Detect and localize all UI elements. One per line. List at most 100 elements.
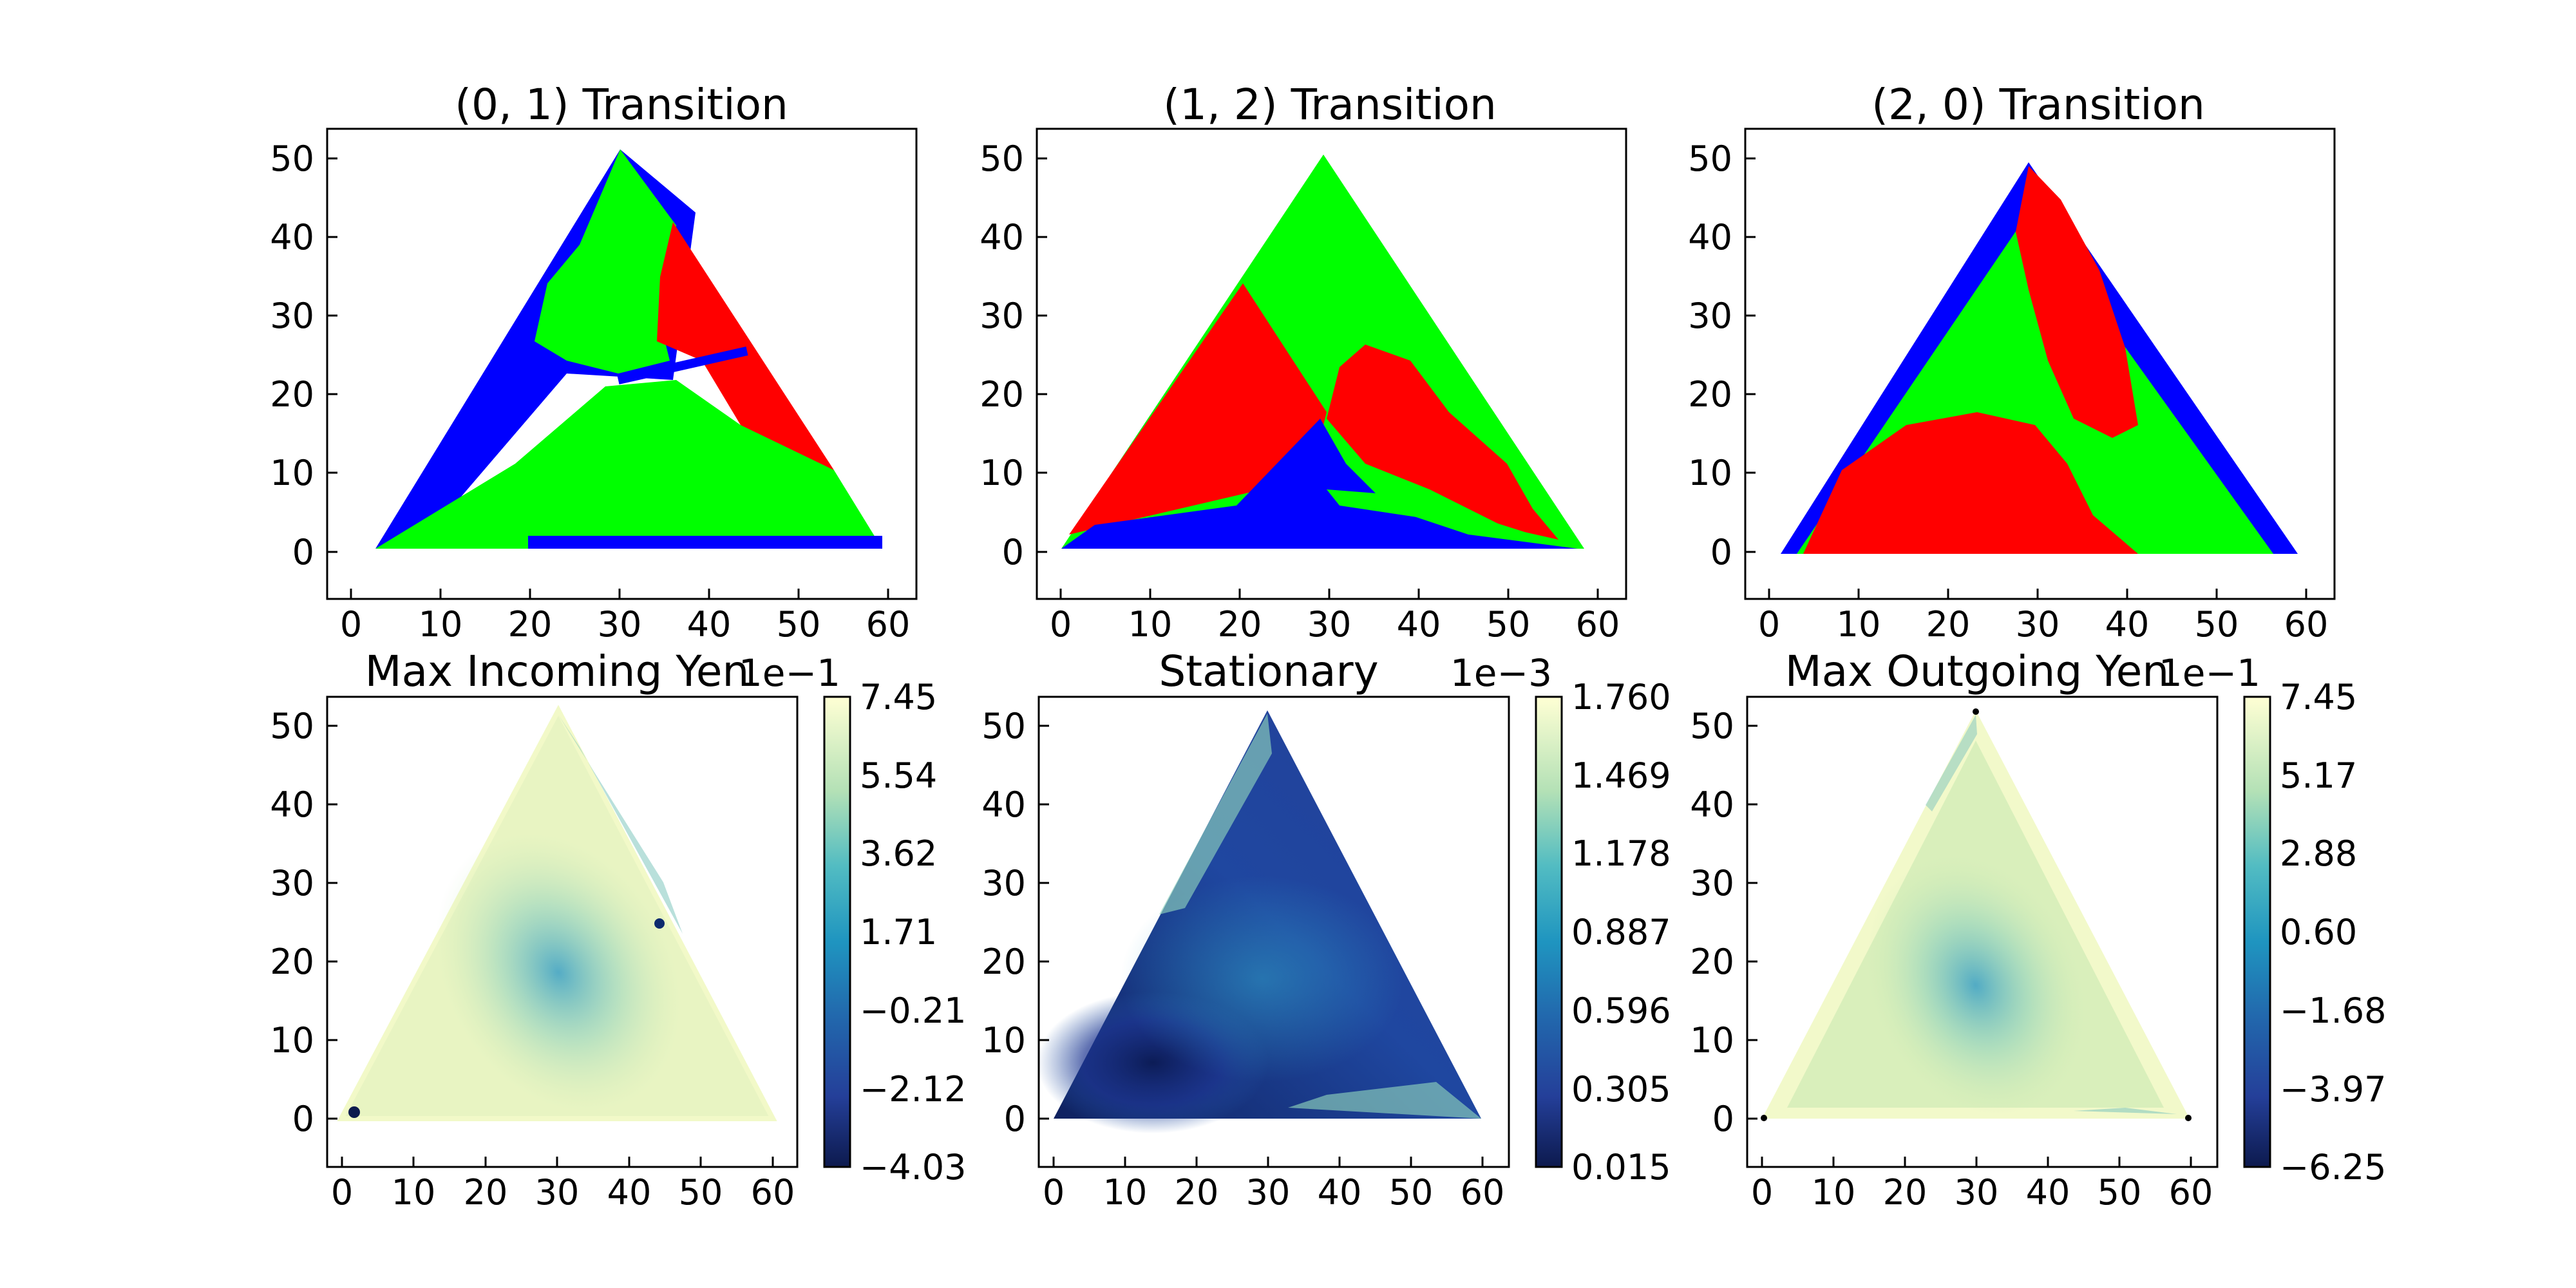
plot-frame <box>1036 128 1627 600</box>
y-tick-label: 10 <box>270 1020 314 1061</box>
scatter-regions <box>1061 155 1584 549</box>
y-tick-label: 50 <box>270 706 314 746</box>
y-tick-label: 40 <box>270 217 314 258</box>
y-ticks: 0 10 20 30 40 50 <box>980 138 1047 573</box>
region-red-left <box>1069 283 1327 535</box>
y-tick-label: 30 <box>1690 863 1734 904</box>
x-tick-label: 50 <box>679 1172 723 1213</box>
x-tick-label: 0 <box>340 604 362 645</box>
region-red-bottom <box>1803 412 2138 554</box>
y-tick-label: 20 <box>980 374 1024 415</box>
colorbar-tick: −4.03 <box>860 1147 966 1188</box>
y-tick-label: 0 <box>1712 1099 1734 1139</box>
y-ticks: 0 10 20 30 40 50 <box>1690 706 1757 1139</box>
x-tick-label: 0 <box>1050 604 1072 645</box>
region-blue-strip <box>528 536 882 549</box>
plot-frame <box>1744 128 2336 600</box>
x-tick-label: 50 <box>2098 1172 2142 1213</box>
heatmap-field <box>1037 710 1481 1133</box>
colorbar-tick: 1.469 <box>1571 755 1671 796</box>
heatmap-center-glow <box>435 832 681 1113</box>
plot-frame <box>326 128 918 600</box>
colorbar-gradient <box>2243 696 2271 1168</box>
x-tick-label: 10 <box>419 604 463 645</box>
colorbar-tick: 7.45 <box>860 677 937 717</box>
y-tick-label: 40 <box>980 217 1024 258</box>
transition-20-panel: (2, 0) Transition 0 10 20 30 40 50 60 0 … <box>1688 80 2336 645</box>
heatmap-field <box>337 705 777 1121</box>
y-tick-label: 0 <box>1710 532 1732 573</box>
x-tick-label: 50 <box>1389 1172 1434 1213</box>
transition-12-panel: (1, 2) Transition 0 10 20 30 40 50 60 0 … <box>980 80 1627 645</box>
heatmap-field <box>1761 708 2192 1121</box>
y-tick-label: 50 <box>270 138 314 179</box>
x-tick-label: 30 <box>1246 1172 1291 1213</box>
colorbar-tick: −2.12 <box>860 1069 966 1110</box>
y-tick-label: 10 <box>1690 1020 1734 1061</box>
y-ticks: 0 10 20 30 40 50 <box>270 706 337 1139</box>
colorbar: 1e−1 7.45 5.17 2.88 0.60 −1.68 −3.97 −6.… <box>2159 651 2387 1188</box>
y-tick-label: 20 <box>1688 374 1732 415</box>
colorbar-offset: 1e−1 <box>739 651 840 695</box>
x-tick-label: 50 <box>1486 604 1531 645</box>
colorbar-gradient <box>1535 696 1563 1168</box>
y-tick-label: 50 <box>981 706 1026 746</box>
chart-title: (2, 0) Transition <box>1871 80 2205 129</box>
y-tick-label: 40 <box>981 784 1026 825</box>
y-tick-label: 0 <box>292 532 314 573</box>
x-tick-label: 40 <box>1397 604 1441 645</box>
colorbar-tick: 0.305 <box>1571 1069 1671 1110</box>
y-tick-label: 40 <box>1688 217 1732 258</box>
x-tick-label: 60 <box>751 1172 795 1213</box>
colorbar-tick: −1.68 <box>2280 990 2386 1031</box>
heatmap-marker <box>654 918 665 929</box>
colorbar-tick: −0.21 <box>860 990 966 1031</box>
x-tick-label: 60 <box>866 604 911 645</box>
x-tick-label: 0 <box>1758 604 1780 645</box>
y-ticks: 0 10 20 30 40 50 <box>981 706 1049 1139</box>
heatmap-left-edge <box>1926 715 1977 811</box>
heatmap-center-glow <box>1866 855 2086 1115</box>
heatmap-marker <box>1973 708 1979 715</box>
colorbar-tick: 5.54 <box>860 755 937 796</box>
y-tick-label: 50 <box>1690 706 1734 746</box>
region-blue-bottom <box>1061 419 1578 549</box>
x-tick-label: 30 <box>1307 604 1352 645</box>
heatmap-bottom-edge <box>1288 1082 1481 1119</box>
x-tick-label: 0 <box>1751 1172 1773 1213</box>
stationary-panel: Stationary 0 10 20 30 40 50 60 0 10 20 3… <box>981 647 1671 1213</box>
colorbar-tick: 3.62 <box>860 833 937 874</box>
x-tick-label: 40 <box>2105 604 2150 645</box>
x-tick-label: 40 <box>1318 1172 1362 1213</box>
x-tick-label: 40 <box>607 1172 652 1213</box>
colorbar-tick: 1.760 <box>1571 677 1671 717</box>
colorbar-tick: 0.60 <box>2280 912 2357 952</box>
heatmap-bottom-edge <box>2074 1108 2177 1114</box>
colorbar-tick: −3.97 <box>2280 1069 2386 1110</box>
y-tick-label: 50 <box>1688 138 1732 179</box>
y-tick-label: 10 <box>981 1020 1026 1061</box>
plot-frame <box>1746 696 2219 1168</box>
region-red-right <box>1327 345 1558 540</box>
colorbar-tick: 1.71 <box>860 912 937 952</box>
x-tick-label: 10 <box>1812 1172 1856 1213</box>
y-tick-label: 40 <box>1690 784 1734 825</box>
x-ticks: 0 10 20 30 40 50 60 <box>1751 1157 2213 1213</box>
colorbar-tick: 0.887 <box>1571 912 1671 952</box>
x-tick-label: 40 <box>687 604 732 645</box>
y-tick-label: 30 <box>270 863 314 904</box>
x-tick-label: 20 <box>1218 604 1262 645</box>
x-tick-label: 0 <box>1043 1172 1065 1213</box>
colorbar-tick: −6.25 <box>2280 1147 2386 1188</box>
chart-title: (0, 1) Transition <box>455 80 788 129</box>
x-tick-label: 10 <box>1128 604 1173 645</box>
colorbar-tick: 0.015 <box>1571 1147 1671 1188</box>
x-ticks: 0 10 20 30 40 50 60 <box>1050 589 1620 645</box>
max-incoming-yen-panel: Max Incoming Yen 0 10 20 30 40 50 60 0 1… <box>270 647 966 1213</box>
y-tick-label: 0 <box>292 1099 314 1139</box>
x-tick-label: 20 <box>1175 1172 1219 1213</box>
region-green-top <box>535 149 676 374</box>
y-tick-label: 10 <box>1688 453 1732 493</box>
plot-frame <box>326 696 799 1168</box>
